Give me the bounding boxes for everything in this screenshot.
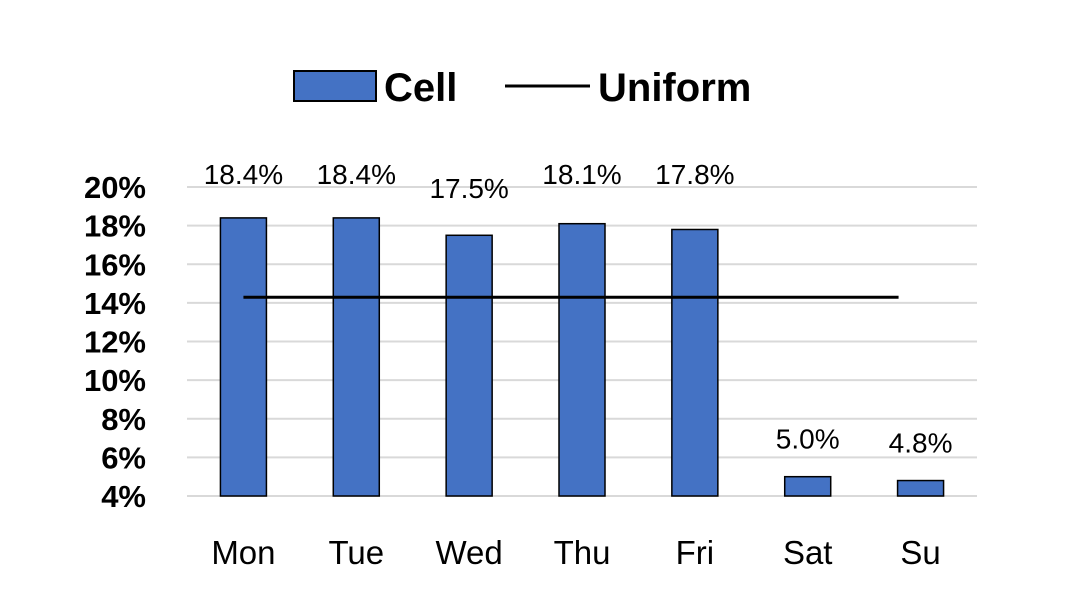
data-label: 4.8% [889,428,953,459]
x-tick-label: Tue [328,534,384,571]
y-tick-label: 8% [101,402,146,437]
bars [219,217,945,497]
y-tick-label: 14% [84,286,146,321]
x-tick-label: Thu [554,534,611,571]
y-tick-label: 12% [84,325,146,360]
data-label: 18.1% [542,159,621,190]
bar-su [896,479,945,497]
bar-mon [219,217,268,497]
bar-fri [671,228,719,497]
x-tick-label: Su [900,534,940,571]
y-tick-label: 20% [84,170,146,205]
x-axis: Mon Tue Wed Thu Fri Sat Su [211,534,940,571]
data-label: 5.0% [776,424,840,455]
legend-label-uniform: Uniform [598,66,751,110]
legend: Cell Uniform [293,66,751,110]
y-tick-label: 16% [84,247,146,282]
y-axis: 4% 6%8% 10%12% 14% 16%18% 20% [84,170,146,514]
y-tick-label: 4% [101,479,146,514]
data-label: 17.8% [655,159,734,190]
bar-sat [783,475,832,497]
legend-label-cell: Cell [384,66,457,110]
data-label: 17.5% [429,173,508,204]
y-tick-label: 10% [84,363,146,398]
bar-thu [558,222,606,497]
bar-wed [445,234,493,497]
data-label: 18.4% [204,159,283,190]
data-label: 18.4% [317,159,396,190]
y-tick-label: 6% [101,440,146,475]
y-tick-label: 18% [84,209,146,244]
x-tick-label: Sat [783,534,833,571]
legend-swatch-cell [293,70,377,102]
x-tick-label: Mon [211,534,275,571]
bar-tue [332,217,381,497]
data-labels: 18.4% 18.4% 17.5% 18.1% 17.8% 5.0% 4.8% [204,159,953,459]
x-tick-label: Wed [436,534,503,571]
x-tick-label: Fri [676,534,714,571]
